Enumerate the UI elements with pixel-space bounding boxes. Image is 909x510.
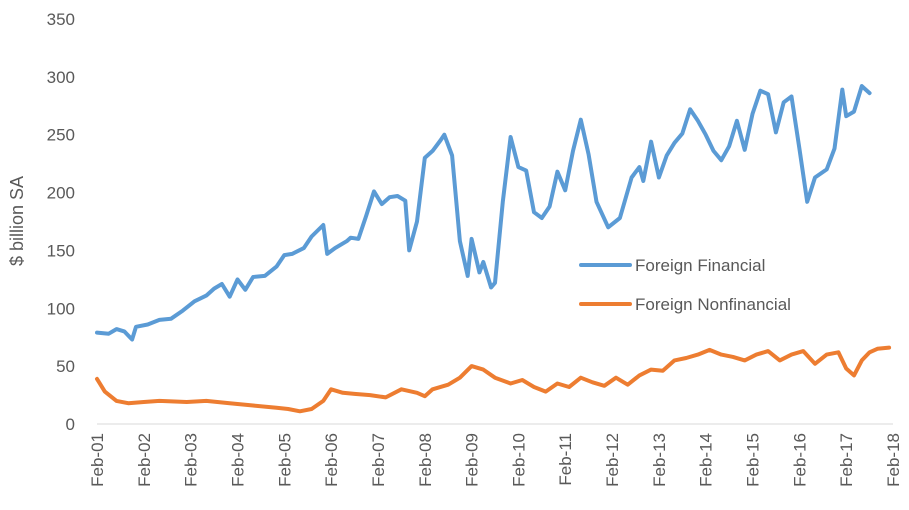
x-tick-label: Feb-09 <box>463 433 482 487</box>
x-tick-label: Feb-15 <box>744 433 763 487</box>
x-axis-tick-labels: Feb-01 Feb-02 Feb-03 Feb-04 Feb-05 Feb-06 Feb-… <box>88 433 903 487</box>
y-tick-label: 50 <box>56 357 75 376</box>
y-tick-label: 250 <box>47 126 75 145</box>
x-tick-label: Feb-18 <box>884 433 903 487</box>
series-lines <box>95 84 892 414</box>
x-tick-label: Feb-08 <box>416 433 435 487</box>
y-tick-label: 100 <box>47 299 75 318</box>
x-tick-label: Feb-10 <box>509 433 528 487</box>
y-tick-label: 200 <box>47 184 75 203</box>
x-tick-label: Feb-12 <box>603 433 622 487</box>
x-tick-label: Feb-04 <box>228 433 247 487</box>
x-tick-label: Feb-02 <box>135 433 154 487</box>
x-tick-label: Feb-16 <box>790 433 809 487</box>
x-tick-label: Feb-17 <box>837 433 856 487</box>
series-line-foreign-financial <box>95 84 872 342</box>
y-tick-label: 0 <box>66 415 75 434</box>
x-tick-label: Feb-14 <box>697 433 716 487</box>
y-axis-tick-labels: 0 50 100 150 200 250 300 350 <box>47 10 75 434</box>
x-tick-label: Feb-06 <box>322 433 341 487</box>
y-axis-title: $ billion SA <box>7 176 27 266</box>
x-tick-label: Feb-13 <box>650 433 669 487</box>
x-tick-label: Feb-11 <box>556 433 575 486</box>
x-tick-label: Feb-07 <box>369 433 388 487</box>
series-line-foreign-nonfinancial <box>95 345 892 414</box>
y-tick-label: 350 <box>47 10 75 29</box>
legend-label: Foreign Nonfinancial <box>635 295 791 314</box>
legend: Foreign Financial Foreign Nonfinancial <box>579 256 791 314</box>
y-tick-label: 150 <box>47 241 75 260</box>
legend-label: Foreign Financial <box>635 256 765 275</box>
x-tick-label: Feb-03 <box>182 433 201 487</box>
y-tick-label: 300 <box>47 68 75 87</box>
x-tick-label: Feb-01 <box>88 433 107 487</box>
x-tick-label: Feb-05 <box>275 433 294 487</box>
y-axis-title-group: $ billion SA <box>7 176 27 266</box>
